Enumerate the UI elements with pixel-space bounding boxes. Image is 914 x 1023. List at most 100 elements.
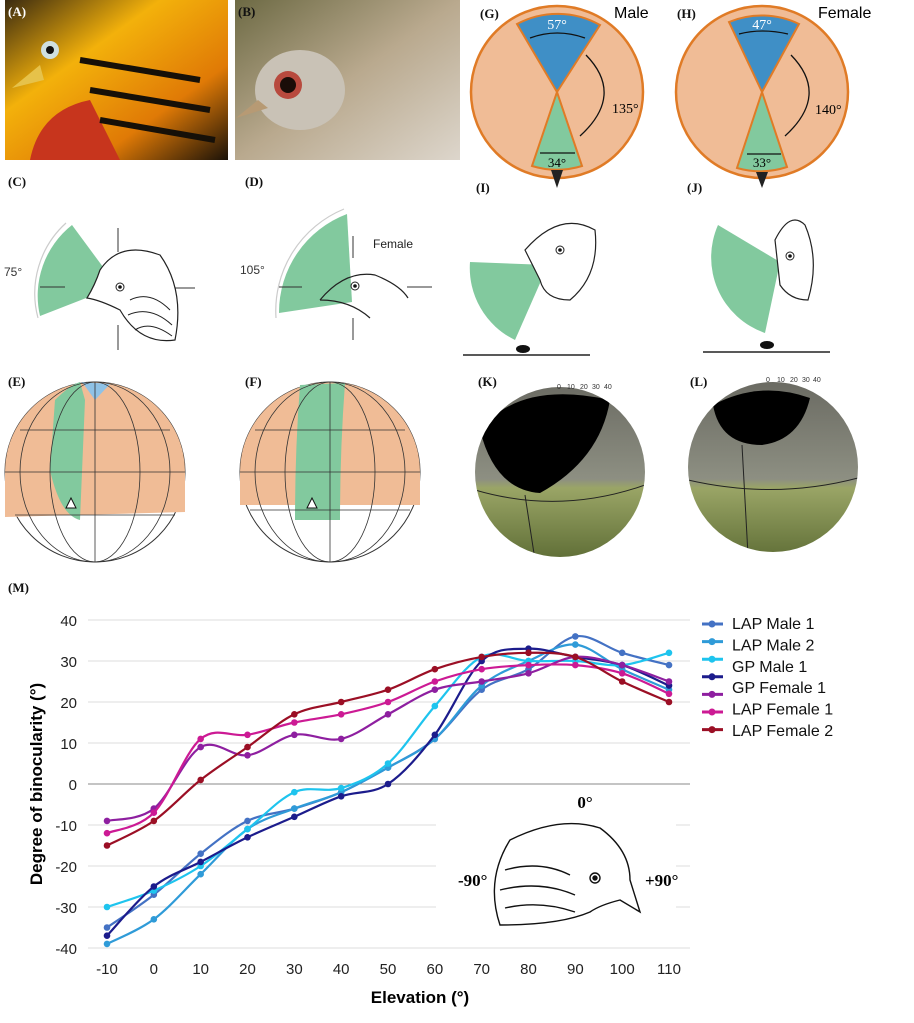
x-tick-labels: -10 0 10 20 30 40 50 60 70 80 90 100 110 xyxy=(96,961,681,978)
globe-female xyxy=(239,381,421,563)
frontal-view-female xyxy=(703,219,830,353)
inset-label-top: 0° xyxy=(577,793,592,812)
y-tick-labels: 40 30 20 10 0 -10 -20 -30 -40 xyxy=(55,613,77,958)
x-tick-label: 20 xyxy=(239,961,256,978)
photo-female-pheasant xyxy=(235,0,460,160)
panel-label-M: (M) xyxy=(8,580,29,595)
data-point xyxy=(291,805,298,812)
tick-L-30: 30 xyxy=(802,377,810,384)
y-tick-label: -40 xyxy=(55,941,77,958)
legend-label: LAP Female 2 xyxy=(732,723,833,740)
legend-marker-dot xyxy=(708,708,716,716)
inset-label-left: -90° xyxy=(458,871,487,890)
panel-label-F: (F) xyxy=(245,374,262,389)
data-point xyxy=(244,825,251,833)
x-tick-label: 10 xyxy=(192,961,209,978)
panel-label-I: (I) xyxy=(476,180,490,195)
photo-male-golden-pheasant xyxy=(5,0,228,160)
data-point xyxy=(525,649,532,657)
inset-bird-head-drawing xyxy=(436,810,676,940)
data-point xyxy=(665,661,673,669)
panel-label-G: (G) xyxy=(480,6,499,21)
data-point xyxy=(197,743,204,751)
data-point xyxy=(572,641,579,648)
legend-label: LAP Male 1 xyxy=(732,616,815,633)
legend-label: LAP Male 2 xyxy=(732,637,815,654)
data-point xyxy=(103,817,111,825)
photo-globe-female xyxy=(688,382,858,552)
y-tick-label: -20 xyxy=(55,859,77,876)
data-point xyxy=(103,903,111,911)
data-point xyxy=(291,813,298,821)
angle-binocular-bottom-male: 34° xyxy=(548,155,566,170)
globe-male xyxy=(4,381,186,563)
data-point xyxy=(197,870,204,878)
x-tick-label: 80 xyxy=(520,961,537,978)
angle-binocular-bottom-female: 33° xyxy=(753,155,771,170)
visual-field-diagram-male xyxy=(469,4,645,188)
data-point xyxy=(431,702,439,710)
sex-label-female-D: Female xyxy=(373,237,413,251)
x-tick-label: 90 xyxy=(567,961,584,978)
data-point xyxy=(197,850,204,857)
chart-series xyxy=(103,633,673,948)
data-point xyxy=(618,661,626,669)
data-point xyxy=(384,760,392,767)
data-point xyxy=(291,711,298,718)
angle-label-D: 105° xyxy=(240,263,265,277)
y-tick-label: -10 xyxy=(55,818,77,835)
data-point xyxy=(337,793,345,800)
data-point xyxy=(244,731,251,739)
side-view-female xyxy=(275,208,432,340)
data-point xyxy=(431,731,439,739)
tick-L-0: 0 xyxy=(766,377,770,384)
panel-label-L: (L) xyxy=(690,374,707,389)
data-point xyxy=(197,776,204,784)
tick-K-30: 30 xyxy=(592,384,600,391)
panel-label-C: (C) xyxy=(8,174,26,189)
data-point xyxy=(478,665,485,673)
data-point xyxy=(291,788,298,796)
x-tick-label: 100 xyxy=(610,961,635,978)
tick-K-10: 10 xyxy=(567,384,575,391)
data-point xyxy=(291,731,298,739)
data-point xyxy=(103,924,111,931)
y-axis-label: Degree of binocularity (°) xyxy=(27,683,46,885)
sex-label-female-H: Female xyxy=(818,5,871,22)
data-point xyxy=(244,752,251,759)
legend-marker-dot xyxy=(708,673,716,681)
data-point xyxy=(337,735,345,743)
tick-L-20: 20 xyxy=(790,377,798,384)
angle-blind-male: 135° xyxy=(612,102,639,117)
legend-marker-dot xyxy=(708,638,716,646)
data-point xyxy=(384,711,392,718)
angle-blind-female: 140° xyxy=(815,103,842,118)
data-point xyxy=(384,686,392,693)
data-point xyxy=(197,735,204,743)
legend-marker-dot xyxy=(708,690,716,698)
data-point xyxy=(291,719,298,726)
data-point xyxy=(244,834,251,841)
sex-label-male: Male xyxy=(614,5,649,22)
inset-label-right: +90° xyxy=(645,871,679,890)
data-point xyxy=(572,653,579,661)
scale-ticks-K: 0 10 20 30 40 xyxy=(557,384,612,391)
panel-label-D: (D) xyxy=(245,174,263,189)
data-point xyxy=(197,858,204,866)
data-point xyxy=(384,698,392,706)
data-point xyxy=(618,678,626,685)
data-point xyxy=(572,661,579,669)
data-point xyxy=(244,817,251,825)
x-tick-label: 0 xyxy=(150,961,158,978)
data-point xyxy=(431,665,439,673)
data-point xyxy=(244,743,251,751)
tick-L-40: 40 xyxy=(813,377,821,384)
frontal-view-male xyxy=(463,222,597,356)
series-lap-female-1 xyxy=(103,661,673,837)
y-tick-label: 10 xyxy=(60,736,77,753)
y-tick-label: 40 xyxy=(60,613,77,630)
panel-label-K: (K) xyxy=(478,374,497,389)
x-tick-label: -10 xyxy=(96,961,118,978)
data-point xyxy=(103,932,111,939)
x-tick-label: 50 xyxy=(380,961,397,978)
